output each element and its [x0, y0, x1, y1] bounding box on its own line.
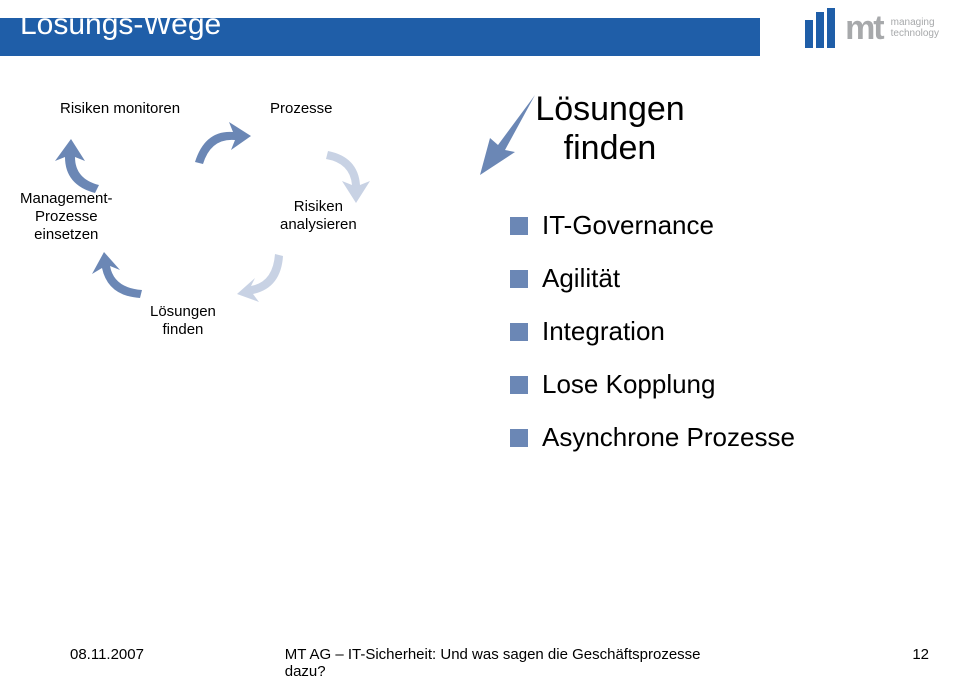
bullet-item: Agilität: [510, 263, 795, 294]
cycle-diagram: Risiken monitoren Prozesse Risiken analy…: [20, 90, 440, 420]
main-heading: Lösungen finden: [470, 90, 750, 168]
cycle-label-monitor: Risiken monitoren: [60, 100, 180, 118]
bullet-square-icon: [510, 376, 528, 394]
bullet-square-icon: [510, 217, 528, 235]
footer: 08.11.2007 MT AG – IT-Sicherheit: Und wa…: [70, 646, 929, 663]
bullet-text: Agilität: [542, 263, 620, 294]
cycle-label-solutions: Lösungen finden: [150, 303, 216, 339]
bullet-square-icon: [510, 323, 528, 341]
footer-page: 12: [912, 646, 929, 663]
logo-tagline-2: technology: [891, 28, 939, 39]
bullet-text: Asynchrone Prozesse: [542, 422, 795, 453]
bullet-text: Lose Kopplung: [542, 369, 715, 400]
logo-tagline: managing technology: [891, 17, 939, 39]
cycle-arrow-icon: [55, 135, 110, 200]
logo-bar: [805, 20, 813, 48]
cycle-arrow-icon: [185, 120, 255, 170]
main-heading-line2: finden: [470, 129, 750, 168]
bullet-square-icon: [510, 429, 528, 447]
cycle-arrow-icon: [90, 250, 150, 310]
footer-date: 08.11.2007: [70, 646, 144, 663]
bullet-text: IT-Governance: [542, 210, 714, 241]
cycle-arrow-icon: [235, 250, 295, 310]
main-heading-line1: Lösungen: [470, 90, 750, 129]
bullet-text: Integration: [542, 316, 665, 347]
logo-bar: [827, 8, 835, 48]
header: Lösungs-Wege mt managing technology: [0, 0, 959, 62]
page-title: Lösungs-Wege: [20, 8, 221, 42]
cycle-arrow-icon: [320, 145, 375, 205]
bullet-list: IT-Governance Agilität Integration Lose …: [510, 210, 795, 475]
logo-letters: mt: [845, 9, 883, 48]
bullet-item: Lose Kopplung: [510, 369, 795, 400]
bullet-item: Asynchrone Prozesse: [510, 422, 795, 453]
bullet-item: Integration: [510, 316, 795, 347]
logo: mt managing technology: [805, 8, 939, 48]
logo-bar: [816, 12, 824, 48]
bullet-square-icon: [510, 270, 528, 288]
bullet-item: IT-Governance: [510, 210, 795, 241]
logo-tagline-1: managing: [891, 17, 939, 28]
cycle-label-prozesse: Prozesse: [270, 100, 333, 118]
logo-bars-icon: [805, 8, 835, 48]
footer-center: MT AG – IT-Sicherheit: Und was sagen die…: [285, 646, 715, 680]
